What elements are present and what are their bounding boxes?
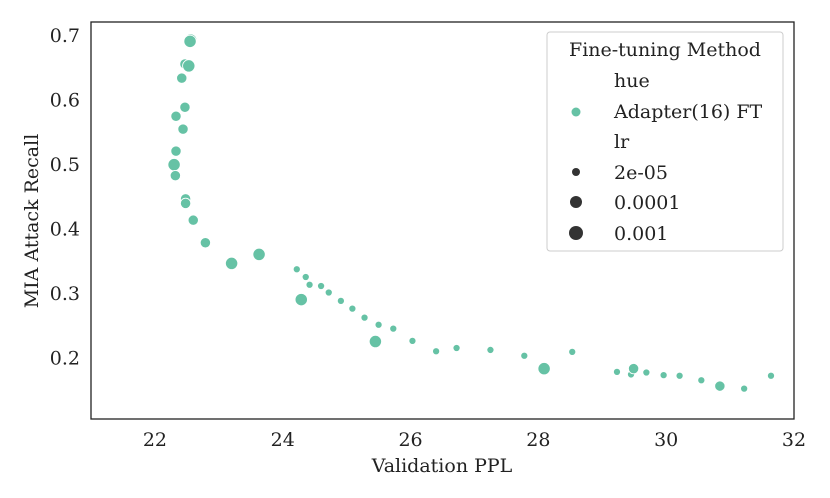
legend-size-label: 0.0001	[614, 192, 680, 214]
data-point	[224, 256, 239, 271]
y-tick-label: 0.6	[50, 89, 80, 111]
legend-size-label: 0.001	[614, 223, 668, 245]
data-point	[183, 34, 197, 49]
data-point	[324, 288, 333, 297]
data-point	[348, 304, 357, 313]
x-tick-label: 30	[654, 429, 678, 451]
data-point	[301, 272, 310, 282]
legend-hue-header: hue	[614, 70, 650, 92]
y-tick-label: 0.4	[50, 219, 80, 241]
legend-size-marker	[570, 196, 582, 208]
legend-entries: Adapter(16) FT 2e-05 0.0001 0.001	[569, 101, 763, 245]
data-point	[452, 343, 461, 353]
data-point	[305, 280, 314, 289]
data-point	[659, 371, 668, 380]
y-tick-label: 0.3	[50, 283, 80, 305]
y-axis: 0.2 0.3 0.4 0.5 0.6 0.7	[50, 25, 80, 370]
data-point	[187, 214, 199, 226]
data-points	[167, 33, 776, 393]
data-point	[408, 336, 417, 345]
data-point	[368, 334, 383, 349]
legend-size-marker	[572, 168, 580, 176]
legend-hue-label: Adapter(16) FT	[613, 101, 763, 123]
legend-size-marker	[569, 226, 583, 240]
data-point	[486, 345, 495, 354]
data-point	[537, 361, 551, 376]
data-point	[642, 368, 651, 377]
data-point	[568, 347, 577, 356]
data-point	[766, 371, 776, 380]
data-point	[389, 324, 398, 333]
data-point	[179, 101, 191, 113]
data-point	[170, 145, 182, 157]
legend: Fine-tuning Method hue Adapter(16) FT 2e-…	[546, 31, 784, 252]
data-point	[675, 371, 684, 380]
data-point	[740, 384, 749, 393]
data-point	[252, 247, 266, 262]
data-point	[169, 169, 182, 182]
data-point	[627, 362, 640, 375]
x-axis: 22 24 26 28 30 32	[143, 429, 806, 451]
data-point	[714, 380, 726, 392]
y-tick-label: 0.7	[50, 25, 80, 47]
legend-hue-marker	[571, 107, 581, 117]
data-point	[374, 320, 383, 329]
data-point	[176, 72, 188, 84]
data-point	[179, 197, 192, 210]
legend-title: Fine-tuning Method	[569, 39, 761, 61]
data-point	[520, 351, 529, 360]
legend-size-label: 2e-05	[614, 162, 668, 184]
legend-size-header: lr	[614, 131, 630, 153]
y-axis-label: MIA Attack Recall	[21, 134, 43, 309]
data-point	[612, 367, 622, 376]
data-point	[170, 110, 182, 122]
data-point	[432, 347, 441, 356]
x-axis-label: Validation PPL	[371, 455, 513, 477]
data-point	[336, 296, 345, 305]
y-tick-label: 0.5	[50, 154, 80, 176]
data-point	[167, 158, 181, 172]
data-point	[292, 265, 301, 274]
data-point	[317, 281, 326, 291]
data-point	[199, 237, 212, 249]
x-tick-label: 28	[526, 429, 550, 451]
x-tick-label: 24	[271, 429, 295, 451]
x-tick-label: 32	[782, 429, 806, 451]
data-point	[294, 292, 308, 307]
x-tick-label: 26	[398, 429, 422, 451]
data-point	[697, 376, 706, 385]
y-tick-label: 0.2	[50, 348, 80, 370]
data-point	[360, 313, 369, 322]
data-point	[177, 123, 189, 135]
data-point	[182, 59, 196, 73]
x-tick-label: 22	[143, 429, 167, 451]
legend-box	[546, 31, 784, 252]
